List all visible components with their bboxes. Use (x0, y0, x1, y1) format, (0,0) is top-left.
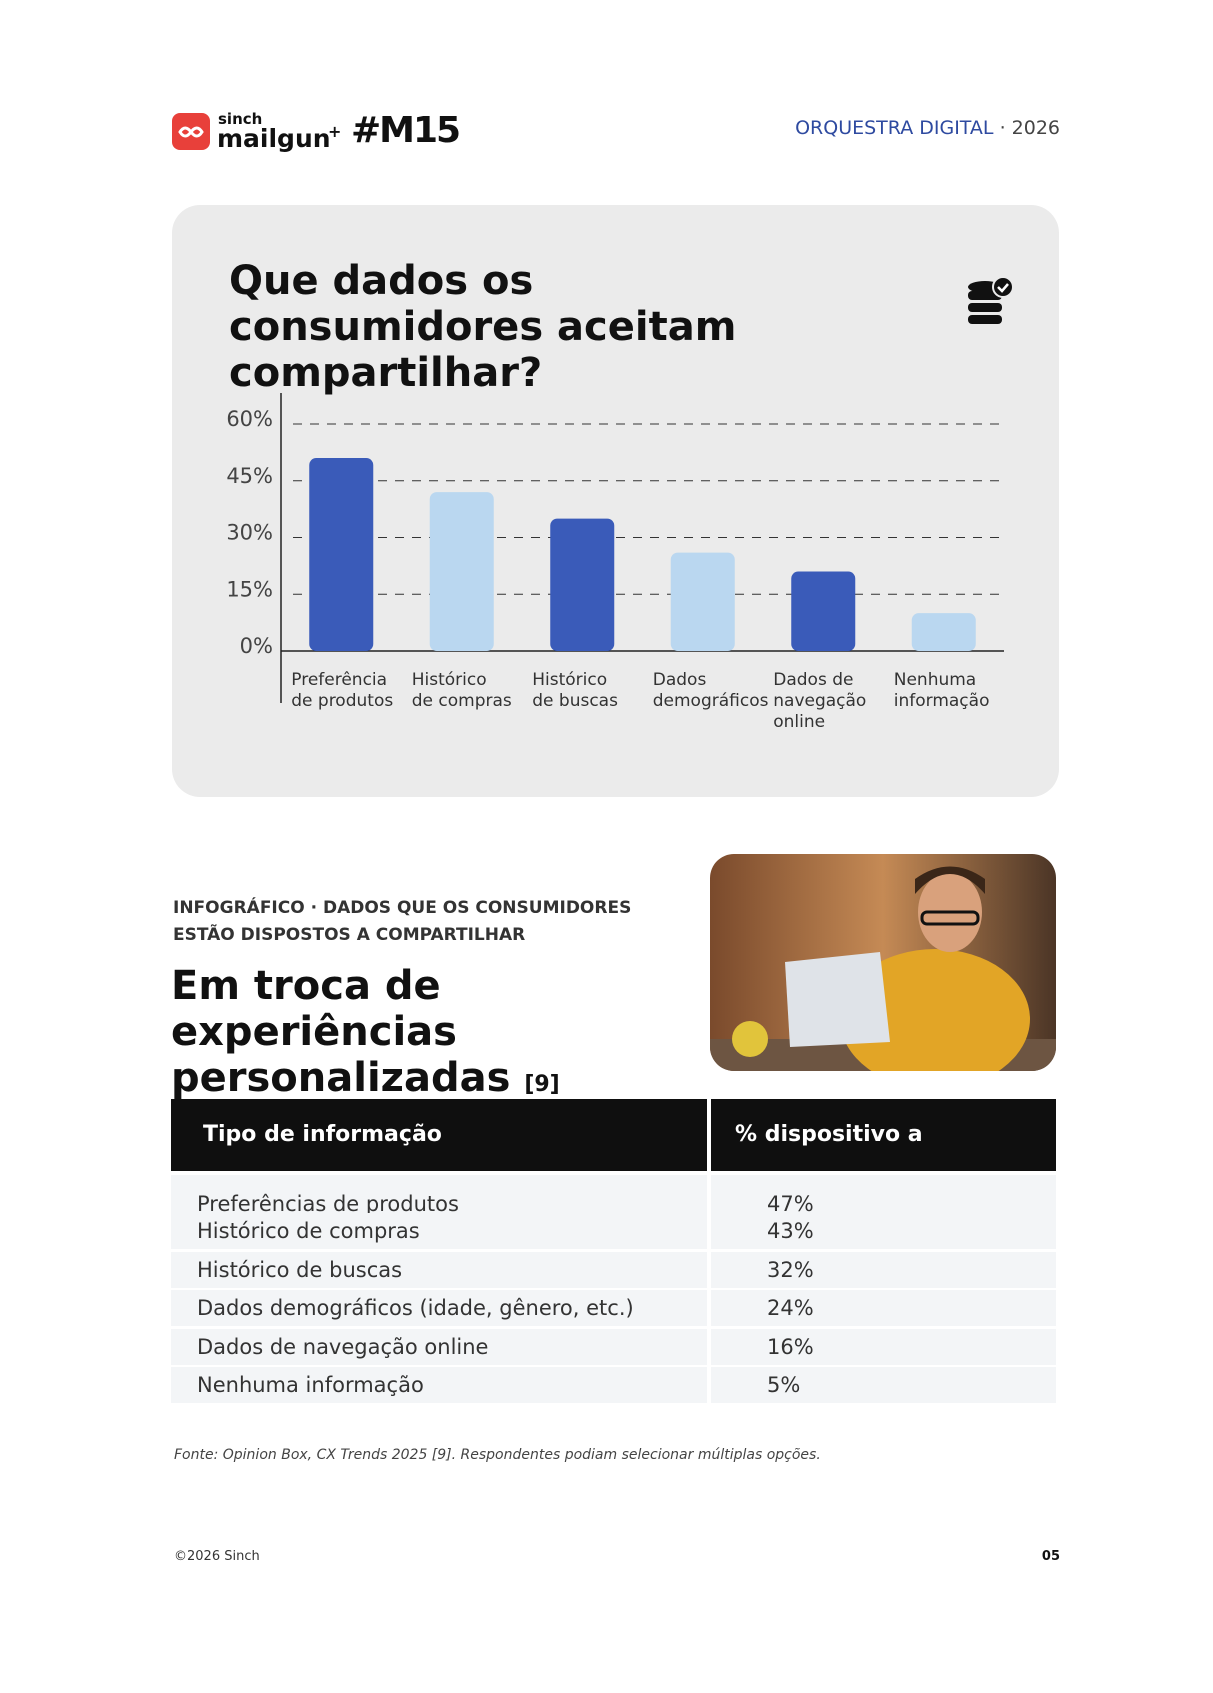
database-icon (968, 276, 1014, 324)
kicker: INFOGRÁFICO · DADOS QUE OS CONSUMIDORES … (173, 898, 632, 945)
logo-plus: + (328, 122, 342, 141)
copyright: ©2026 Sinch (174, 1549, 260, 1564)
logo-main: mailgun (217, 124, 331, 153)
year: · 2026 (999, 117, 1060, 139)
bar (309, 458, 374, 651)
chart: 0% 15% 30% 45% 60% Preferência de produtos Hist… (226, 393, 1004, 732)
logo-mark (178, 126, 204, 138)
y-tick-label: 45% (226, 464, 273, 488)
section-heading-block: Em troca de experiências personalizadas … (171, 963, 691, 1108)
section-heading: Em troca de experiências personalizadas (171, 963, 511, 1101)
table-header: % dispositivo a compartilhar (711, 1099, 1056, 1219)
series-name: ORQUESTRA DIGITAL (795, 117, 994, 139)
table-cell: 5% (711, 1367, 1056, 1403)
table-cell: Histórico de buscas (171, 1251, 707, 1288)
source-note: Fonte: Opinion Box, CX Trends 2025 [9]. … (174, 1447, 821, 1463)
reference: [9] (524, 1072, 560, 1097)
x-tick-label: Preferência de produtos (291, 670, 393, 711)
y-tick-label: 15% (226, 577, 273, 601)
x-tick-label: Dados demográficos (653, 670, 769, 711)
table-cell: Nenhuma informação (171, 1367, 707, 1403)
bar (550, 518, 615, 651)
x-tick-label: Nenhuma informação (894, 670, 990, 711)
table-cell: Histórico de compras (171, 1213, 707, 1250)
y-tick-label: 0% (240, 634, 273, 658)
table-cell: Dados de navegação online (171, 1328, 707, 1365)
page-number: 05 (1041, 1549, 1060, 1564)
photo (710, 854, 1056, 1071)
table-cell: 32% (711, 1251, 1056, 1288)
y-tick-label: 60% (226, 407, 273, 431)
logo-tag: #M15 (351, 110, 461, 151)
table-cell: 24% (711, 1290, 1056, 1327)
x-tick-label: Dados de navegação online (773, 670, 866, 732)
header-right: ORQUESTRA DIGITAL · 2026 (795, 117, 1060, 139)
table-cell: 47% (711, 1175, 1056, 1221)
table-cell: Preferências de produtos (171, 1175, 707, 1221)
bar (670, 552, 735, 651)
table-header: Tipo de informação (171, 1099, 707, 1171)
table-cell: 16% (711, 1328, 1056, 1365)
table-cell: Dados demográficos (idade, gênero, etc.) (171, 1290, 707, 1327)
logo-small: sinch (218, 110, 263, 128)
logo-icon (172, 113, 210, 150)
bar (911, 613, 976, 651)
bar (429, 492, 494, 651)
x-tick-label: Histórico de buscas (532, 670, 618, 711)
bar (791, 571, 856, 651)
x-tick-label: Histórico de compras (412, 670, 512, 711)
table-cell: 43% (711, 1213, 1056, 1250)
chart-title: Que dados os consumidores aceitam compar… (229, 258, 737, 396)
y-tick-label: 30% (226, 521, 273, 545)
